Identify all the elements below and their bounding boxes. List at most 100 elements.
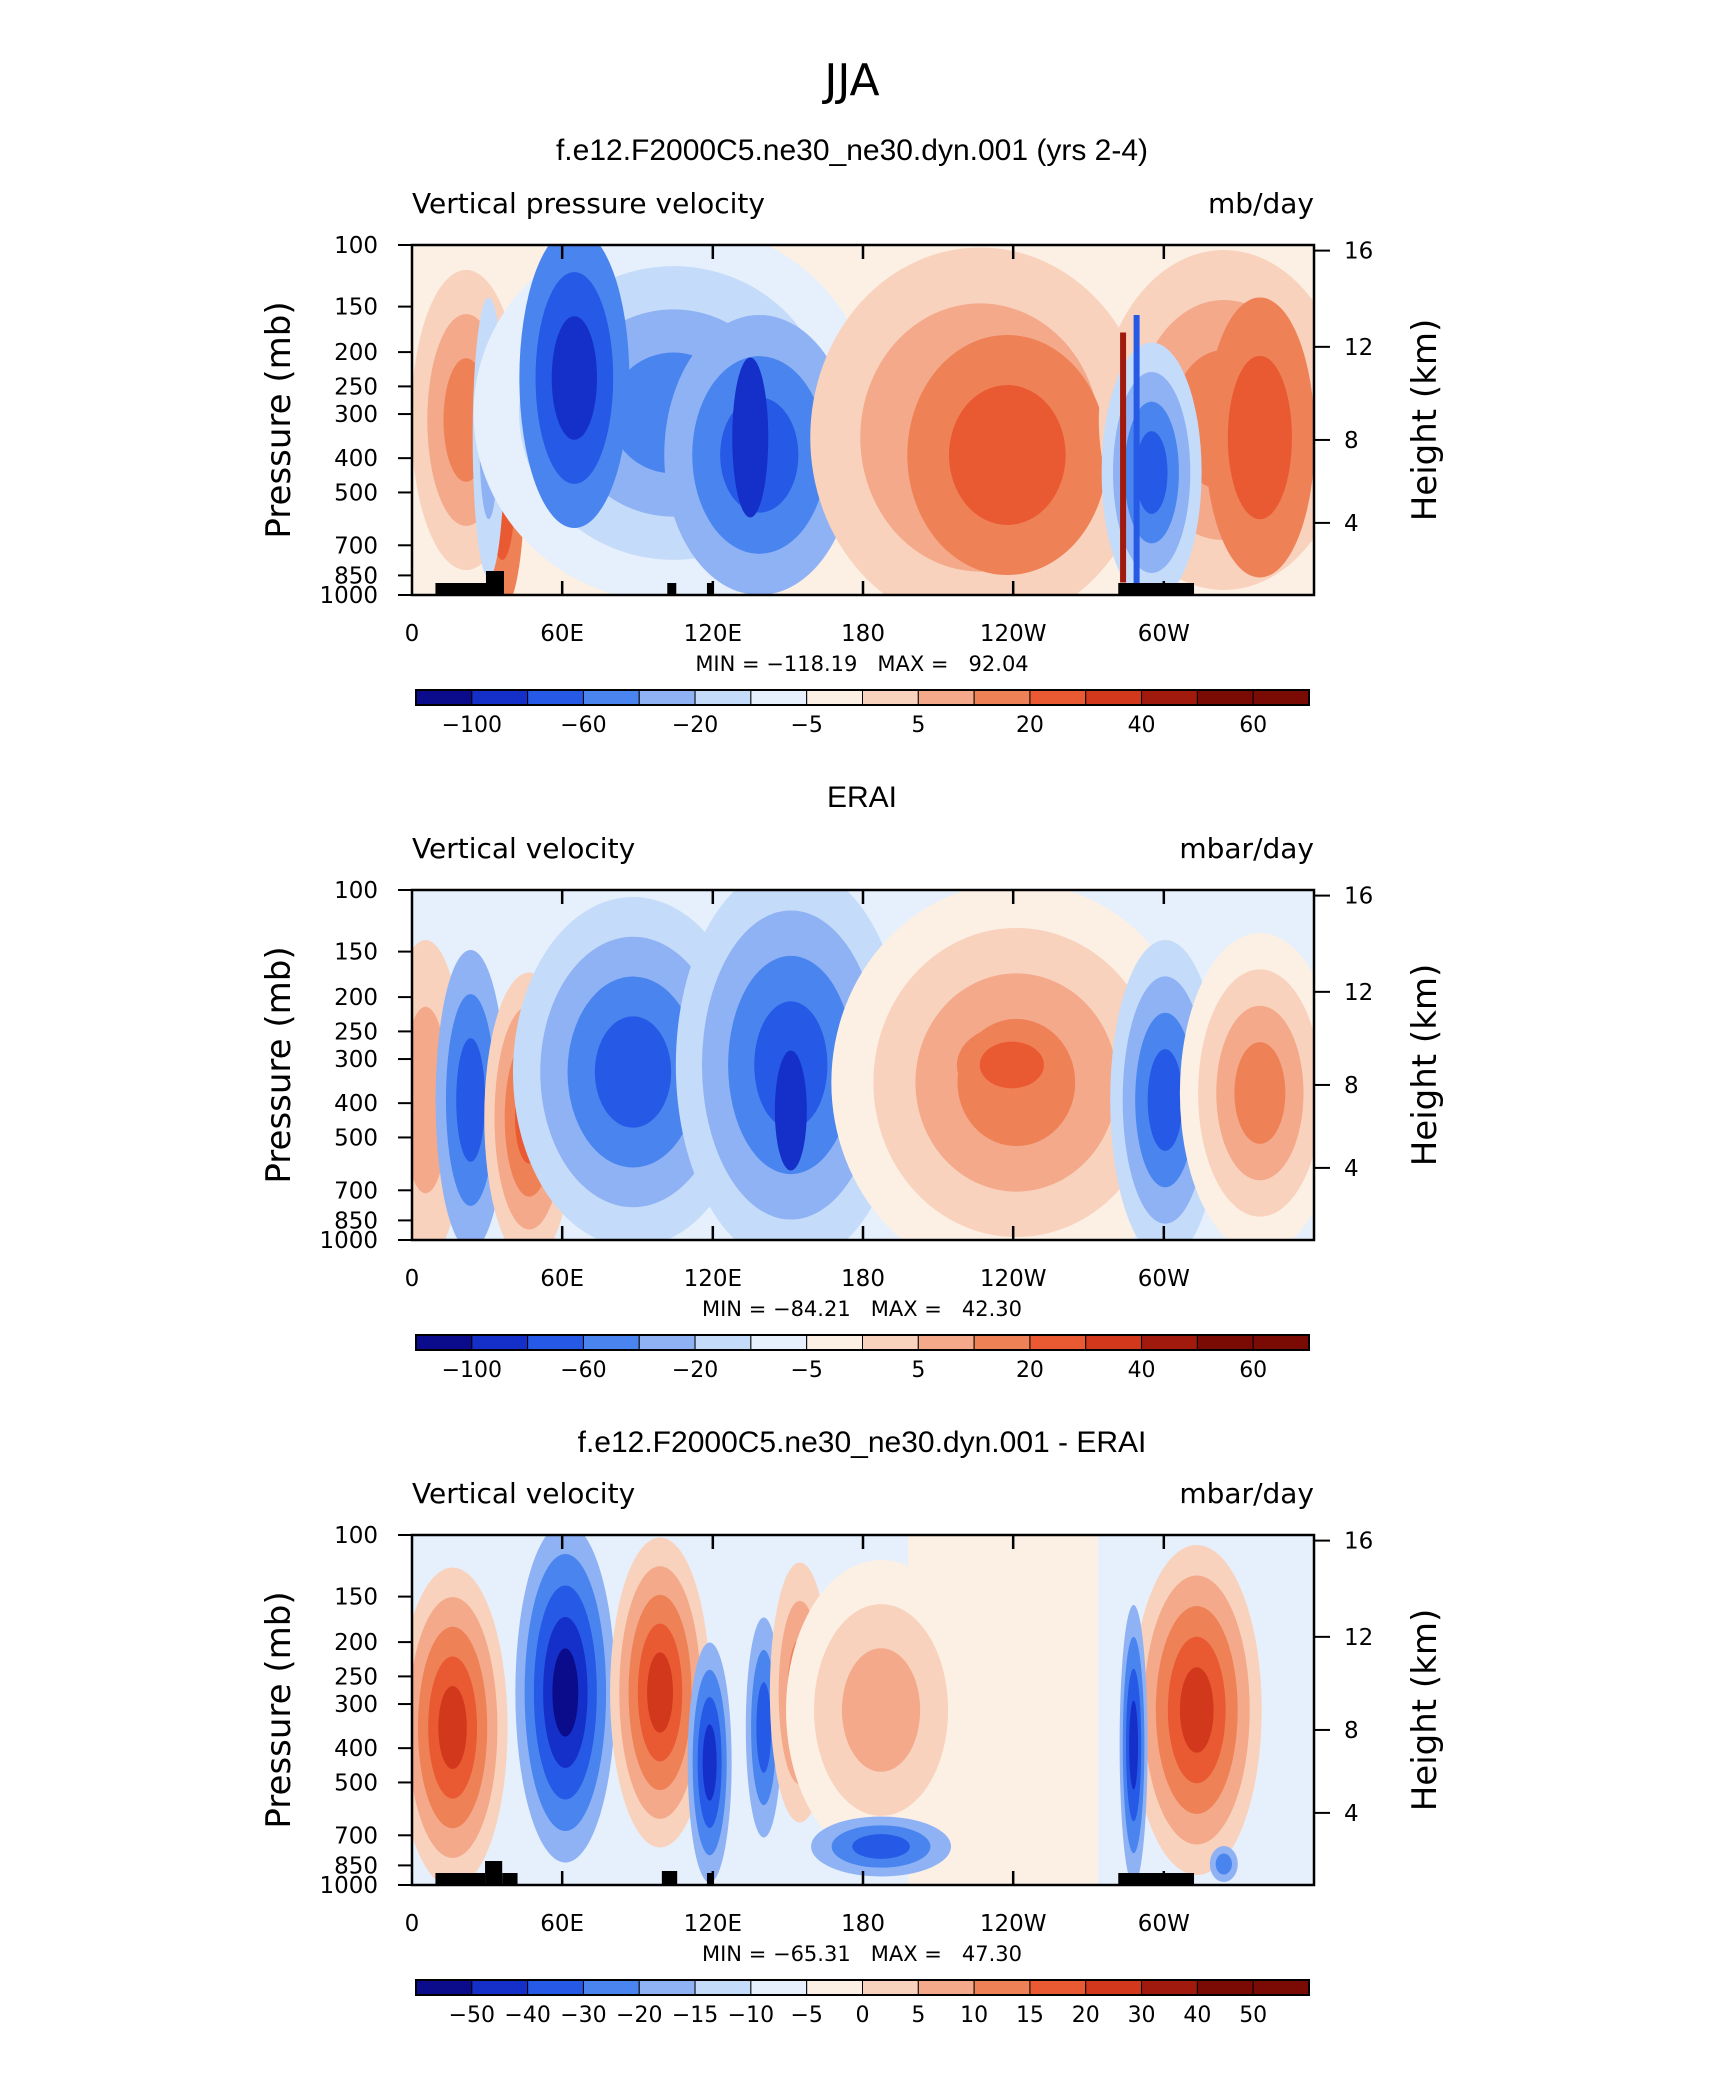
y2-axis: 16 12 8 4 xyxy=(1314,239,1373,537)
y-tick-label: 250 xyxy=(334,1664,378,1690)
colorbar-box xyxy=(527,689,584,706)
y-axis-label: Pressure (mb) xyxy=(259,1591,299,1828)
x-axis: 0 60E 120E 180 120W 60W xyxy=(405,245,1190,647)
y-axis-label: Pressure (mb) xyxy=(259,946,299,1183)
terrain-block xyxy=(435,1873,486,1885)
y2-tick-label: 12 xyxy=(1344,335,1373,361)
colorbar-box xyxy=(638,1979,696,1996)
x-tick-label: 60W xyxy=(1138,1911,1190,1937)
colorbar-label: −60 xyxy=(560,713,606,738)
colorbar-frame xyxy=(415,1979,1310,1996)
colorbar-box xyxy=(806,1334,863,1351)
terrain-mask xyxy=(435,1861,1195,1885)
colorbar-box xyxy=(471,1334,529,1351)
y2-axis: 16 12 8 4 xyxy=(1314,884,1373,1182)
colorbar-box xyxy=(1252,689,1310,706)
panel-erai: ERAI Vertical velocity mbar/day 0 60E 120E… xyxy=(259,781,1445,1383)
colorbar-box xyxy=(1141,689,1198,706)
field-negative-region xyxy=(594,1016,672,1128)
y-tick-label: 700 xyxy=(334,533,378,559)
y-tick-label: 500 xyxy=(334,480,378,506)
x-tick-label: 120W xyxy=(980,1911,1047,1937)
x-tick-label: 120E xyxy=(684,1911,742,1937)
colorbar-box xyxy=(1196,689,1254,706)
y2-tick-label: 8 xyxy=(1344,1073,1359,1099)
colorbar-label: 60 xyxy=(1239,713,1267,738)
field-negative-region xyxy=(1133,315,1140,585)
units-label: mbar/day xyxy=(1179,1477,1314,1510)
colorbar-label: −20 xyxy=(672,713,718,738)
terrain-mask xyxy=(435,571,1195,595)
field-negative-region xyxy=(1135,431,1168,514)
colorbar-box xyxy=(1196,1979,1254,1996)
terrain-block xyxy=(1118,583,1195,595)
colorbar-box xyxy=(806,689,863,706)
colorbar-label: −20 xyxy=(672,1358,718,1383)
colorbar-label: 5 xyxy=(911,1358,925,1383)
y-tick-label: 1000 xyxy=(319,1873,378,1899)
colorbar-label: −5 xyxy=(790,713,822,738)
field-positive-region xyxy=(841,1648,921,1772)
colorbar-box xyxy=(694,1334,752,1351)
y2-axis-label: Height (km) xyxy=(1405,319,1445,522)
x-tick-label: 180 xyxy=(841,1911,885,1937)
x-tick-label: 60E xyxy=(540,621,584,647)
colorbar-box xyxy=(750,689,808,706)
left-title: Vertical velocity xyxy=(412,1477,635,1510)
colorbar-label: 10 xyxy=(960,2003,988,2028)
min-max-stats: MIN = −65.31 MAX = 47.30 xyxy=(702,1942,1022,1966)
y2-tick-label: 4 xyxy=(1344,1801,1359,1827)
colorbar-box xyxy=(917,1979,975,1996)
x-tick-label: 120E xyxy=(684,1266,742,1292)
x-tick-label: 120E xyxy=(684,621,742,647)
y-tick-label: 850 xyxy=(334,563,378,589)
colorbar-box xyxy=(582,1334,640,1351)
terrain-block xyxy=(485,571,505,595)
y-tick-label: 150 xyxy=(334,940,378,966)
x-tick-label: 120W xyxy=(980,621,1047,647)
y-tick-label: 200 xyxy=(334,1630,378,1656)
panel-title: ERAI xyxy=(827,781,897,814)
x-tick-label: 60E xyxy=(540,1266,584,1292)
y-tick-label: 400 xyxy=(334,1091,378,1117)
y-axis-label: Pressure (mb) xyxy=(259,301,299,538)
colorbar-label: 0 xyxy=(856,2003,870,2028)
y2-tick-label: 16 xyxy=(1344,884,1373,910)
colorbar-box xyxy=(527,1334,584,1351)
colorbar-box xyxy=(750,1979,808,1996)
y2-tick-label: 8 xyxy=(1344,1718,1359,1744)
field-positive-region xyxy=(1179,1667,1214,1753)
colorbar-label: −40 xyxy=(504,2003,550,2028)
y-tick-label: 200 xyxy=(334,340,378,366)
field-positive-region xyxy=(979,1041,1044,1089)
colorbar-box xyxy=(527,1979,584,1996)
x-axis: 0 60E 120E 180 120W 60W xyxy=(405,890,1190,1292)
colorbar-label: −5 xyxy=(790,1358,822,1383)
colorbar-box xyxy=(694,689,752,706)
x-tick-label: 0 xyxy=(405,1911,420,1937)
colorbar-box xyxy=(1029,689,1087,706)
colorbar-label: −100 xyxy=(442,713,502,738)
colorbar-label: −10 xyxy=(728,2003,774,2028)
contour-field xyxy=(412,1535,1314,1885)
y-tick-label: 250 xyxy=(334,374,378,400)
y-tick-label: 1000 xyxy=(319,583,378,609)
colorbar-box xyxy=(862,1979,919,1996)
x-tick-label: 180 xyxy=(841,621,885,647)
y2-axis-label: Height (km) xyxy=(1405,964,1445,1167)
y-tick-label: 100 xyxy=(334,233,378,259)
y-tick-label: 850 xyxy=(334,1853,378,1879)
field-positive-region xyxy=(438,1686,467,1769)
colorbar-box xyxy=(471,689,529,706)
field-negative-region xyxy=(774,1050,807,1171)
y2-tick-label: 16 xyxy=(1344,1529,1373,1555)
colorbar-label: 40 xyxy=(1128,1358,1156,1383)
panel-difference: f.e12.F2000C5.ne30_ne30.dyn.001 - ERAI V… xyxy=(259,1426,1445,2028)
x-tick-label: 180 xyxy=(841,1266,885,1292)
colorbar-box xyxy=(1252,1334,1310,1351)
colorbar-label: 60 xyxy=(1239,1358,1267,1383)
colorbar-box xyxy=(415,689,473,706)
colorbar-box xyxy=(973,1334,1031,1351)
